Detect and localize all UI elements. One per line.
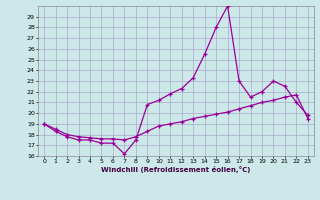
- X-axis label: Windchill (Refroidissement éolien,°C): Windchill (Refroidissement éolien,°C): [101, 166, 251, 173]
